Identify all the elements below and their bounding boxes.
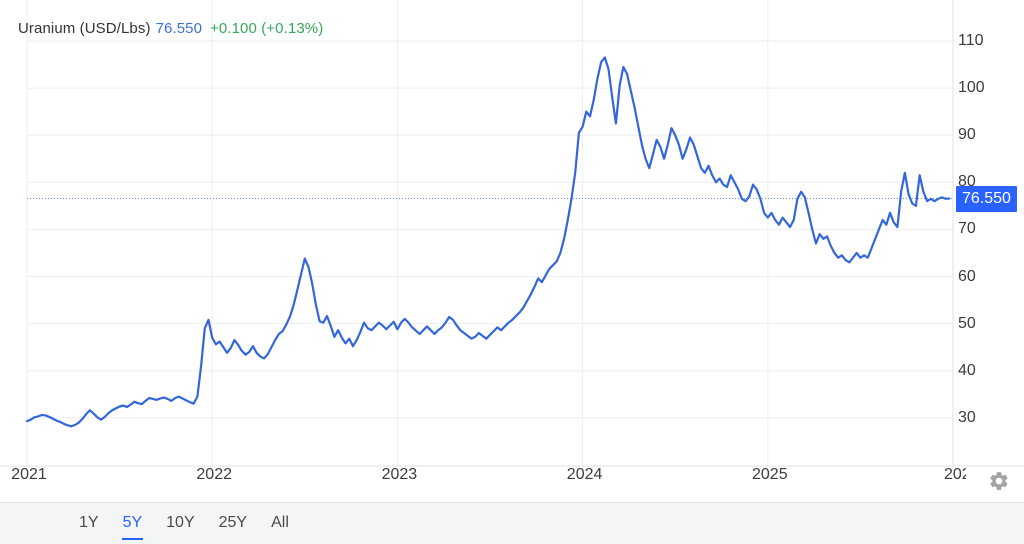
chart-panel[interactable]: Uranium (USD/Lbs) 76.550 +0.100 (+0.13%) 3… <box>0 0 1024 502</box>
y-tick-label: 60 <box>958 267 976 285</box>
x-tick-label: 2025 <box>752 466 788 483</box>
price-line <box>25 56 951 428</box>
range-button-10y[interactable]: 10Y <box>166 514 195 531</box>
range-selector[interactable]: 1Y 5Y 10Y 25Y All <box>78 512 290 540</box>
y-axis-labels: 30 40 50 60 70 80 90 100 110 <box>958 0 1024 502</box>
range-button-1y[interactable]: 1Y <box>79 514 99 531</box>
chart-footer: 1Y 5Y 10Y 25Y All <box>0 502 1024 544</box>
x-tick-label: 2022 <box>196 466 232 483</box>
price-change: +0.100 (+0.13%) <box>210 20 324 37</box>
y-tick-label: 50 <box>958 314 976 332</box>
range-button-all[interactable]: All <box>271 514 289 531</box>
range-button-5y[interactable]: 5Y <box>121 512 144 540</box>
x-tick-label: 2023 <box>381 466 418 483</box>
last-price: 76.550 <box>155 20 203 37</box>
gear-icon[interactable] <box>988 470 1010 492</box>
x-tick-label: 2021 <box>11 466 47 483</box>
x-axis-labels: 2021 2022 2023 2024 2025 202 <box>0 466 1024 502</box>
y-tick-label: 70 <box>958 220 976 238</box>
range-button-25y[interactable]: 25Y <box>218 514 248 531</box>
x-tick-label: 202 <box>944 466 966 483</box>
y-tick-label: 110 <box>958 32 984 49</box>
y-tick-label: 40 <box>958 361 976 379</box>
price-line-chart[interactable] <box>0 0 1024 502</box>
instrument-name: Uranium (USD/Lbs) <box>18 20 151 37</box>
x-tick-label: 2024 <box>566 466 603 483</box>
current-price-tag: 76.550 <box>956 185 1017 212</box>
y-tick-label: 90 <box>958 126 976 144</box>
y-tick-label: 30 <box>958 408 976 426</box>
y-tick-label: 100 <box>958 79 985 97</box>
quote-header: Uranium (USD/Lbs) 76.550 +0.100 (+0.13%) <box>18 20 323 38</box>
